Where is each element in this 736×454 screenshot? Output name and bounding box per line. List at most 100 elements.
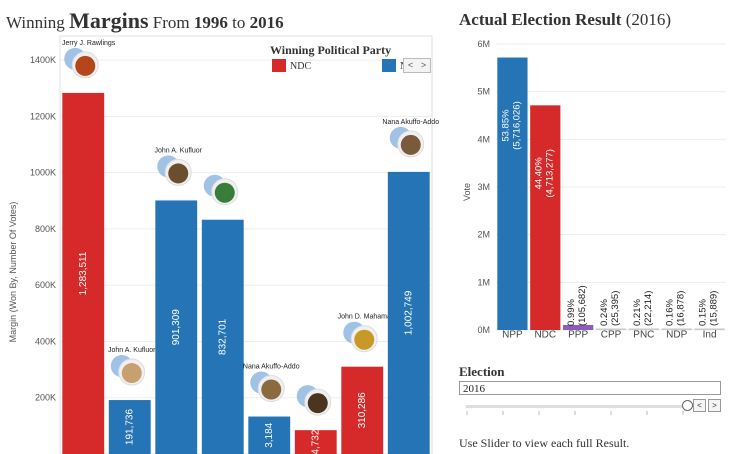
result-bar: [497, 57, 528, 330]
margin-bar: [248, 416, 291, 454]
y-tick-label: 1000K: [30, 168, 56, 178]
margin-value-label: 191,736: [124, 409, 135, 446]
x-tick-label: NPP: [502, 329, 523, 338]
winner-name-label: Nana Akuffo-Addo: [243, 364, 300, 371]
result-count-label: (15,889): [709, 291, 720, 326]
margin-value-label: 3,184: [264, 422, 275, 447]
plot-frame: [59, 35, 433, 454]
result-count-label: (4,713,277): [544, 149, 555, 198]
result-count-label: (25,395): [610, 291, 621, 326]
result-bar: [563, 324, 594, 330]
slider-hint-text: Use Slider to view each full Result.: [459, 436, 630, 450]
result-label-group: 53.85% (5,716,026): [500, 101, 522, 150]
legend-pager: < >: [403, 58, 431, 73]
margin-value-label: 1,002,749: [403, 290, 414, 335]
winner-name-label: John A. Kufluor: [155, 147, 203, 154]
result-label-group: 0.21% (22,214): [632, 291, 654, 326]
election-slider-track[interactable]: [466, 405, 684, 408]
result-percent-label: 0.99%: [566, 299, 577, 326]
y-tick-label: 600K: [35, 280, 56, 290]
margins-chart: 200K 400K 600K 800K 1000K 1200K 1400K Margin (W…: [8, 35, 439, 454]
legend-next-button[interactable]: >: [420, 60, 427, 70]
candidate-portrait-icon: [168, 163, 189, 184]
result-bar: [694, 328, 725, 330]
election-year-dropdown[interactable]: 2016: [459, 381, 721, 395]
result-count-label: (16,878): [676, 291, 687, 326]
election-label: Election: [459, 364, 505, 379]
result-percent-label: 44.40%: [533, 157, 544, 190]
x-tick-label: NDP: [666, 329, 687, 338]
result-count-label: (5,716,026): [511, 101, 522, 150]
legend-npp-swatch: [382, 59, 396, 72]
result-percent-label: 0.24%: [599, 299, 610, 326]
y-tick-label: 6M: [477, 39, 490, 49]
y-tick-label: 1200K: [30, 111, 56, 121]
right-title-main: Actual Election Result: [459, 10, 622, 29]
result-label-group: 0.15% (15,889): [698, 291, 720, 326]
x-tick-label: CPP: [601, 329, 622, 338]
winner-name-label: Nana Akuffo-Addo: [382, 119, 439, 126]
result-label-group: 44.40% (4,713,277): [533, 149, 555, 198]
result-label-group: 0.99% (105,682): [566, 285, 588, 326]
legend-prev-button[interactable]: <: [407, 60, 414, 70]
y-tick-label: 200K: [35, 393, 56, 403]
result-bar: [595, 328, 627, 330]
candidate-portrait-icon: [214, 182, 235, 203]
y-tick-label: 2M: [477, 230, 490, 240]
election-slider-thumb[interactable]: [682, 400, 693, 411]
margin-value-label: 4,732: [310, 429, 321, 454]
result-percent-label: 0.21%: [632, 299, 643, 326]
y-tick-label: 400K: [35, 336, 56, 346]
result-percent-label: 0.16%: [665, 299, 676, 326]
x-tick-label: PNC: [633, 329, 654, 338]
y-tick-label: 1400K: [30, 55, 56, 65]
y-axis-label: Margin (Won By, Number Of Votes): [8, 202, 18, 343]
result-label-group: 0.16% (16,878): [665, 291, 687, 326]
slider-prev-button[interactable]: <: [693, 399, 706, 412]
margin-value-label: 901,309: [171, 309, 182, 346]
candidate-portrait-icon: [75, 55, 96, 76]
y-tick-label: 5M: [477, 87, 490, 97]
result-count-label: (22,214): [643, 291, 654, 326]
y-tick-label: 4M: [477, 134, 490, 144]
margin-bar: [294, 430, 337, 454]
left-chart-title: Winning Margins From 1996 to 2016: [6, 8, 284, 34]
right-title-year: (2016): [625, 10, 672, 29]
result-bar: [628, 328, 659, 330]
y-tick-label: 1M: [477, 277, 490, 287]
title-emphasis: Margins: [69, 8, 149, 33]
slider-next-button[interactable]: >: [708, 399, 721, 412]
margin-bar: [201, 219, 244, 454]
right-chart-title: Actual Election Result (2016): [459, 10, 671, 30]
margin-value-label: 310,286: [357, 392, 368, 429]
title-to: to: [232, 13, 246, 32]
result-label-group: 0.24% (25,395): [599, 291, 621, 326]
title-end-year: 2016: [249, 13, 284, 32]
y-tick-label: 800K: [35, 224, 56, 234]
winner-name-label: John A. Kufluor: [108, 347, 156, 354]
title-prefix: Winning: [6, 13, 65, 32]
result-count-label: (105,682): [577, 285, 588, 326]
margin-bar: [108, 400, 151, 454]
margin-bar: [155, 200, 198, 454]
candidate-portrait-icon: [400, 134, 421, 155]
winner-name-label: John D. Mahama: [338, 314, 391, 321]
margin-value-label: 1,283,511: [78, 251, 89, 295]
result-percent-label: 53.85%: [500, 109, 511, 142]
result-percent-label: 0.15%: [698, 299, 709, 326]
x-tick-label: PPP: [568, 329, 588, 338]
margin-bar: [341, 366, 384, 454]
legend-title: Winning Political Party: [270, 43, 392, 57]
slider-ticks: [466, 411, 684, 415]
candidate-portrait-icon: [354, 329, 375, 350]
y-axis-label: Vote: [462, 183, 472, 201]
title-from: From: [152, 13, 190, 32]
candidate-portrait-icon: [307, 393, 328, 414]
results-chart: 0M 1M 2M 3M 4M 5M 6M Vote NPP 53.85% (5,716,026) ND…: [462, 39, 726, 338]
candidate-portrait-icon: [261, 379, 282, 400]
result-bar: [661, 328, 692, 330]
title-start-year: 1996: [193, 13, 228, 32]
winner-name-label: Jerry J. Rawlings: [62, 40, 116, 47]
candidate-portrait-icon: [121, 363, 142, 384]
legend-ndc-label: NDC: [290, 61, 312, 72]
